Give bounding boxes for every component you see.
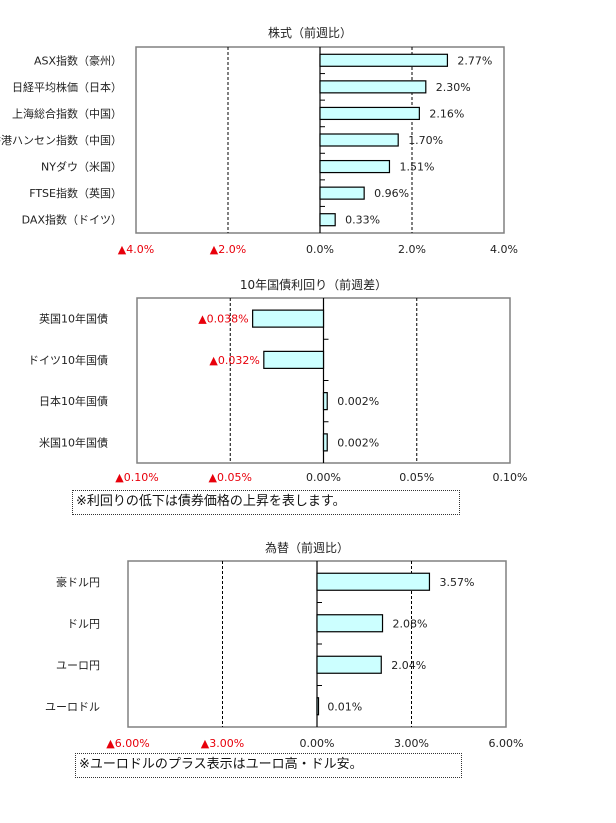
value-label: 2.04%: [391, 659, 426, 672]
category-label: FTSE指数（英国）: [29, 186, 122, 200]
bar: [319, 133, 399, 147]
bar: [316, 614, 384, 633]
bar: [319, 106, 420, 121]
value-label: 0.33%: [345, 214, 380, 227]
x-tick-label: ▲3.00%: [201, 737, 244, 750]
bar: [319, 80, 427, 94]
bar: [316, 655, 382, 674]
x-tick-label: 3.00%: [394, 737, 429, 750]
x-tick-label: ▲2.0%: [210, 243, 246, 256]
bar: [316, 572, 431, 591]
bond-note: ※利回りの低下は債券価格の上昇を表します。: [72, 490, 460, 515]
category-label: NYダウ（米国）: [41, 160, 122, 174]
bar: [252, 309, 325, 328]
bonds-chart: 10年国債利回り（前週差） ▲0.10% ▲0.05% 0.00% 0.05% 0.10%…: [28, 277, 527, 484]
value-label: 1.70%: [408, 134, 443, 147]
chart-title: 為替（前週比）: [265, 540, 349, 555]
fx-note: ※ユーロドルのプラス表示はユーロ高・ドル安。: [75, 753, 462, 778]
bar: [319, 213, 336, 227]
category-label: ドイツ10年国債: [28, 353, 108, 367]
x-tick-label: 0.00%: [306, 471, 341, 484]
category-label: 英国10年国債: [39, 312, 108, 326]
x-tick-label: ▲0.10%: [115, 471, 158, 484]
value-label: 0.01%: [327, 700, 362, 713]
bar: [263, 350, 325, 369]
bar: [319, 53, 449, 67]
x-tick-label: ▲4.0%: [118, 243, 154, 256]
x-tick-label: ▲6.00%: [106, 737, 149, 750]
category-label: 日本10年国債: [39, 394, 108, 408]
value-label: 2.77%: [457, 54, 492, 67]
x-tick-label: 6.00%: [489, 737, 524, 750]
value-label: 1.51%: [399, 161, 434, 174]
x-tick-label: 0.0%: [306, 243, 334, 256]
chart-title: 10年国債利回り（前週差）: [240, 277, 387, 292]
value-label: ▲0.038%: [198, 313, 248, 326]
category-label: ドル円: [67, 617, 100, 630]
category-label: 香港ハンセン指数（中国）: [0, 133, 122, 147]
category-label: ユーロ円: [56, 659, 100, 672]
value-label: 0.002%: [337, 395, 379, 408]
value-label: 2.08%: [393, 617, 428, 630]
category-label: DAX指数（ドイツ）: [22, 213, 122, 227]
x-tick-label: 0.00%: [300, 737, 335, 750]
bar: [319, 186, 365, 200]
category-label: 米国10年国債: [39, 435, 108, 449]
fx-chart: 為替（前週比） ▲6.00% ▲3.00% 0.00% 3.00% 6.00% 豪ドル円 3.…: [45, 540, 523, 750]
x-tick-label: 4.0%: [490, 243, 518, 256]
x-tick-label: 2.0%: [398, 243, 426, 256]
x-tick-label: 0.05%: [399, 471, 434, 484]
value-label: 0.002%: [337, 436, 379, 449]
bar: [322, 433, 328, 452]
value-label: 2.30%: [436, 81, 471, 94]
value-label: 2.16%: [429, 107, 464, 120]
category-label: ユーロドル: [45, 700, 100, 713]
bar: [322, 392, 328, 411]
category-label: ASX指数（豪州）: [34, 53, 122, 67]
x-tick-label: 0.10%: [493, 471, 528, 484]
bar: [319, 159, 391, 174]
bar: [316, 697, 320, 716]
value-label: 3.57%: [439, 576, 474, 589]
chart-title: 株式（前週比）: [268, 25, 352, 40]
stocks-chart: 株式（前週比） ▲4.0% ▲2.0% 0.0% 2.0% 4.0% ASX指数（豪州） 2.…: [0, 25, 518, 256]
value-label: 0.96%: [374, 187, 409, 200]
value-label: ▲0.032%: [209, 354, 259, 367]
category-label: 上海総合指数（中国）: [12, 106, 122, 120]
category-label: 豪ドル円: [56, 575, 100, 589]
category-label: 日経平均株価（日本）: [12, 80, 122, 94]
x-tick-label: ▲0.05%: [209, 471, 252, 484]
